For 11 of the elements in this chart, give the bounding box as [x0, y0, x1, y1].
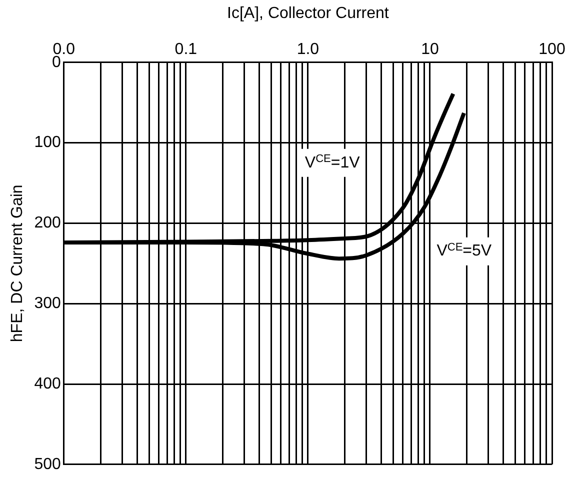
y-tick-label: 300 [34, 295, 61, 312]
x-axis-title: Ic[A], Collector Current [227, 5, 390, 22]
y-tick-label: 200 [34, 214, 61, 232]
x-tick-label: 1.0 [296, 41, 320, 58]
y-tick-label: 500 [34, 456, 61, 473]
y-tick-label: 400 [34, 375, 61, 392]
y-axis-title: hFE, DC Current Gain [9, 184, 26, 342]
x-tick-label: 10 [421, 41, 439, 58]
y-tick-label: 100 [34, 134, 61, 152]
x-tick-label: 100 [538, 41, 566, 58]
x-tick-label: 0.1 [174, 41, 198, 58]
